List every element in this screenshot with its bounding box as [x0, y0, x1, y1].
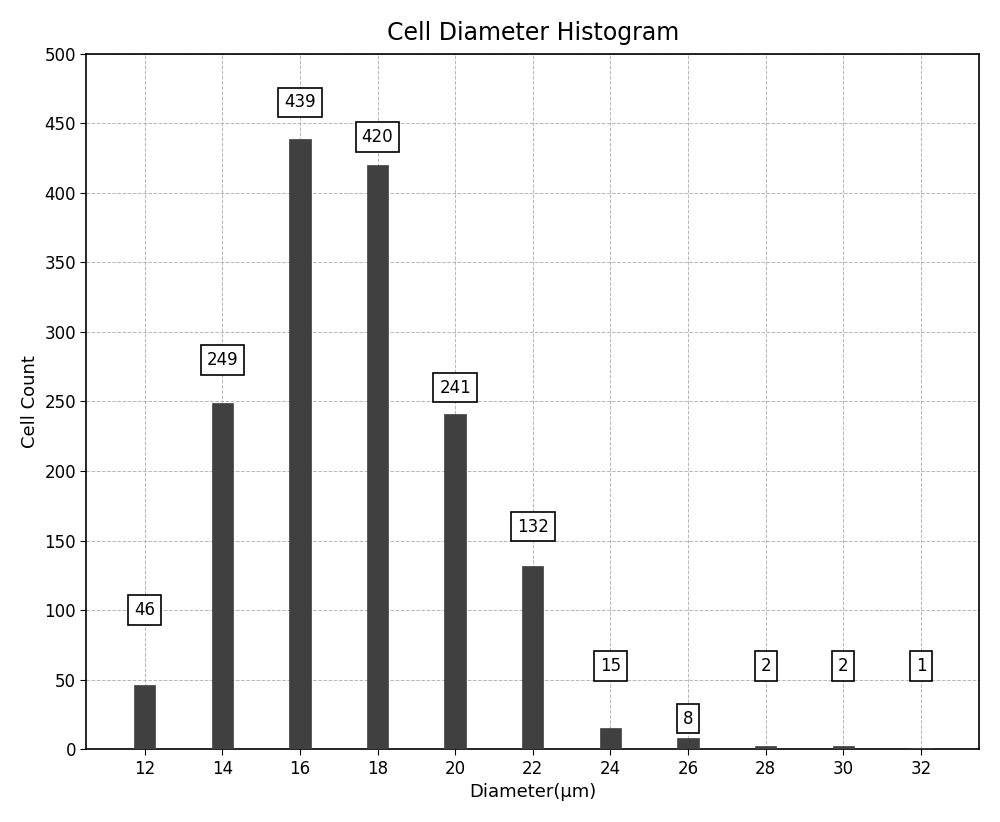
Bar	[212, 403, 233, 749]
Bar	[134, 686, 155, 749]
Text: 439: 439	[284, 94, 316, 112]
Y-axis label: Cell Count: Cell Count	[21, 355, 39, 448]
Text: 2: 2	[760, 657, 771, 675]
Text: 420: 420	[362, 128, 393, 146]
Text: 249: 249	[206, 351, 238, 369]
Text: 46: 46	[134, 601, 155, 619]
Bar	[833, 746, 854, 749]
Text: 132: 132	[517, 518, 549, 536]
Bar	[367, 165, 388, 749]
Bar	[755, 746, 776, 749]
Bar	[522, 566, 543, 749]
Bar	[677, 738, 699, 749]
Bar	[600, 728, 621, 749]
Bar	[910, 748, 932, 749]
Bar	[444, 414, 466, 749]
Text: 241: 241	[439, 379, 471, 396]
Title: Cell Diameter Histogram: Cell Diameter Histogram	[387, 21, 679, 45]
Text: 2: 2	[838, 657, 849, 675]
Text: 1: 1	[916, 657, 926, 675]
Text: 15: 15	[600, 657, 621, 675]
Bar	[289, 139, 311, 749]
X-axis label: Diameter(μm): Diameter(μm)	[469, 783, 596, 801]
Text: 8: 8	[683, 709, 693, 727]
